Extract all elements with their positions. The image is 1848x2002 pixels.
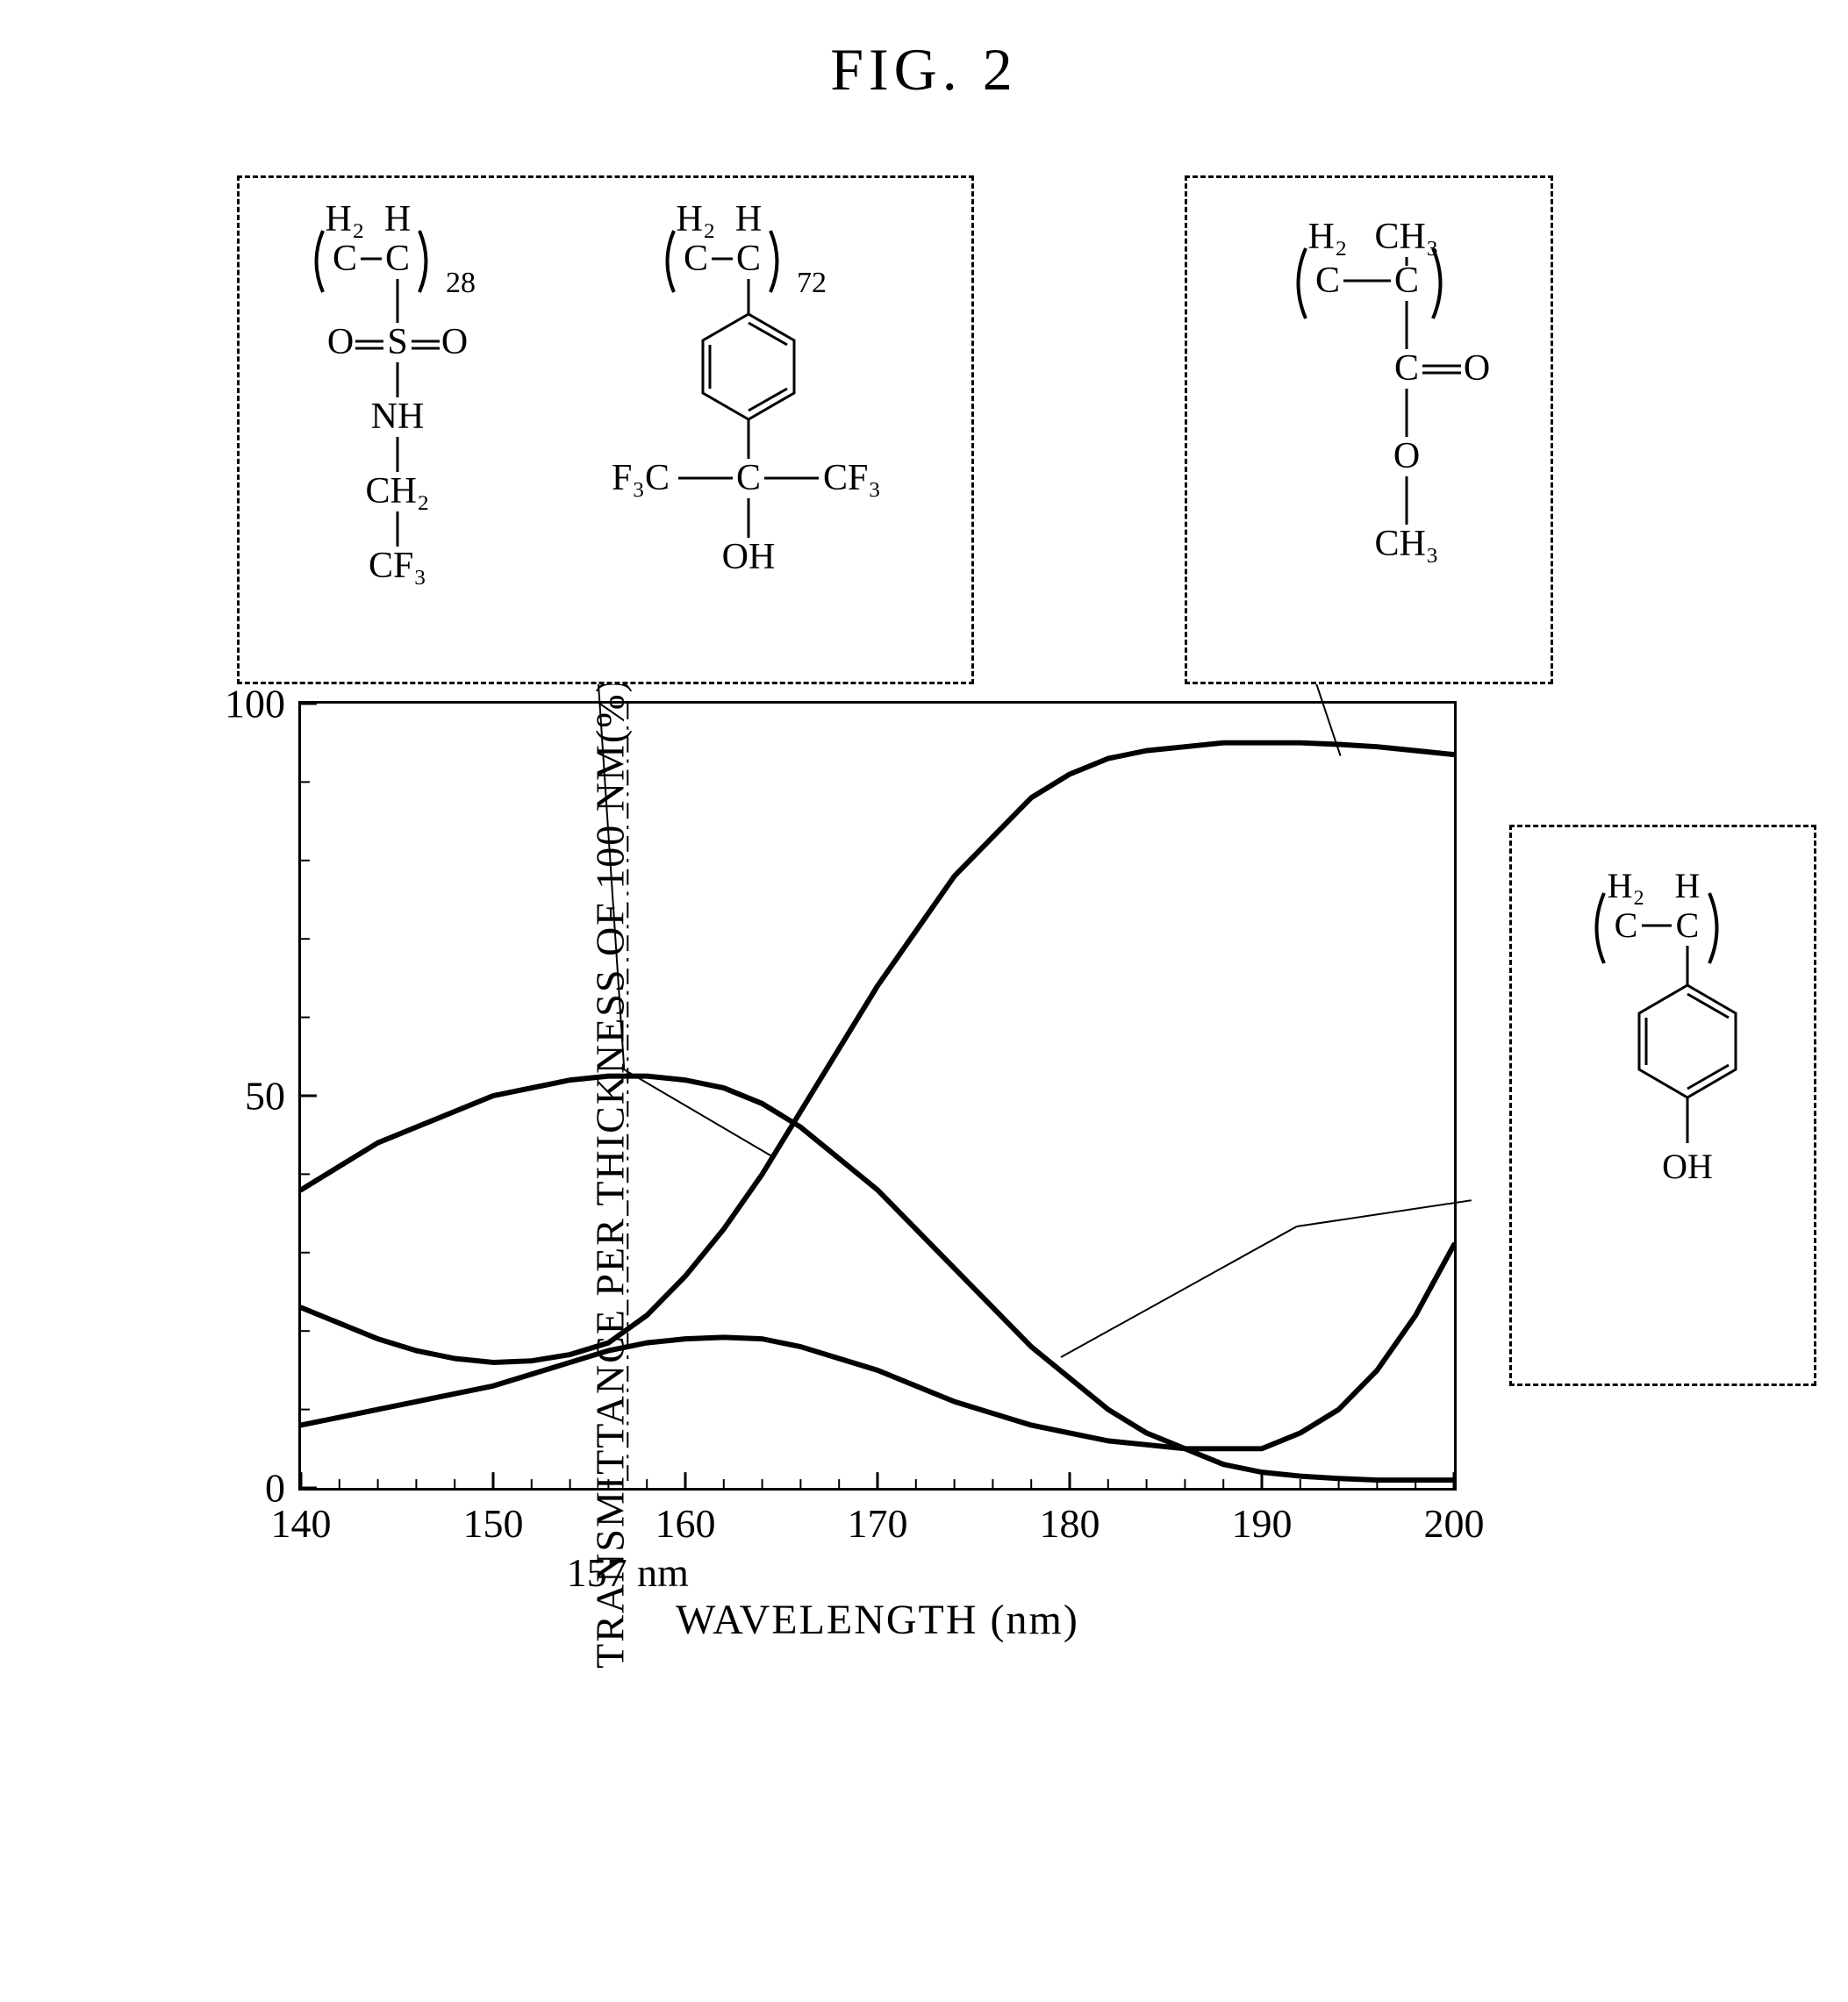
chart-svg [301, 704, 1454, 1488]
y-tick-50: 50 [245, 1073, 285, 1119]
svg-text:C: C [684, 239, 708, 279]
figure-container: FIG. 2 H₂ H C C 28 S O O [35, 35, 1813, 1644]
svg-text:C: C [736, 458, 761, 498]
svg-text:H: H [1675, 866, 1701, 905]
leader-line [598, 677, 772, 1156]
svg-text:CF₃: CF₃ [369, 546, 426, 586]
svg-text:C: C [1615, 905, 1638, 945]
curve-pmma [301, 743, 1454, 1362]
svg-text:H₂: H₂ [1308, 217, 1348, 257]
y-tick-100: 100 [225, 681, 285, 727]
svg-text:NH: NH [371, 397, 425, 437]
x-tick-150: 150 [463, 1500, 524, 1547]
svg-text:CH₃: CH₃ [1375, 217, 1439, 257]
svg-text:F₃C: F₃C [612, 458, 670, 498]
svg-text:72: 72 [797, 267, 827, 299]
svg-text:O: O [1464, 348, 1490, 389]
svg-text:C: C [736, 239, 761, 279]
svg-text:H₂: H₂ [1608, 866, 1645, 905]
svg-text:C: C [333, 239, 357, 279]
x-tick-190: 190 [1232, 1500, 1293, 1547]
chem-structure-copolymer: H₂ H C C 28 S O O N [240, 178, 977, 687]
leader-line [1061, 1200, 1472, 1357]
curve-copolymer-sulfonamide-styrene [301, 1076, 1454, 1480]
svg-text:H₂: H₂ [677, 199, 716, 240]
plot-area: 0 50 100 140150160170180190200 157 nm [298, 701, 1457, 1491]
svg-text:O: O [327, 322, 354, 362]
x-tick-180: 180 [1040, 1500, 1100, 1547]
chem-structure-pmma: H₂ CH₃ C C C O O CH₃ [1187, 178, 1556, 687]
svg-text:C: C [1394, 261, 1419, 301]
svg-text:28: 28 [446, 267, 476, 299]
svg-text:CH₃: CH₃ [1375, 524, 1439, 564]
x-tick-140: 140 [271, 1500, 332, 1547]
svg-text:O: O [441, 322, 468, 362]
svg-text:OH: OH [722, 537, 776, 577]
svg-text:H: H [735, 199, 762, 240]
svg-text:OH: OH [1662, 1147, 1713, 1186]
svg-text:O: O [1393, 436, 1420, 476]
svg-text:C: C [1676, 905, 1700, 945]
svg-text:CF₃: CF₃ [823, 458, 881, 498]
svg-text:S: S [387, 322, 407, 362]
svg-text:CH₂: CH₂ [366, 471, 430, 511]
figure-title: FIG. 2 [35, 35, 1813, 104]
chem-box-phs: H₂ H C C OH [1509, 825, 1816, 1386]
chem-box-pmma: H₂ CH₃ C C C O O CH₃ [1185, 175, 1553, 684]
chem-box-copolymer: H₂ H C C 28 S O O N [237, 175, 974, 684]
x-tick-160: 160 [655, 1500, 716, 1547]
x-tick-170: 170 [848, 1500, 908, 1547]
x-axis-label: WAVELENGTH (nm) [298, 1596, 1457, 1644]
marker-157nm-label: 157 nm [567, 1549, 689, 1596]
x-tick-200: 200 [1424, 1500, 1485, 1547]
svg-text:H: H [384, 199, 411, 240]
svg-text:H₂: H₂ [326, 199, 365, 240]
svg-text:C: C [1394, 348, 1419, 389]
curve-poly-hydroxystyrene [301, 1245, 1454, 1448]
svg-text:C: C [1315, 261, 1340, 301]
chem-structure-phs: H₂ H C C OH [1512, 827, 1819, 1389]
svg-text:C: C [385, 239, 410, 279]
